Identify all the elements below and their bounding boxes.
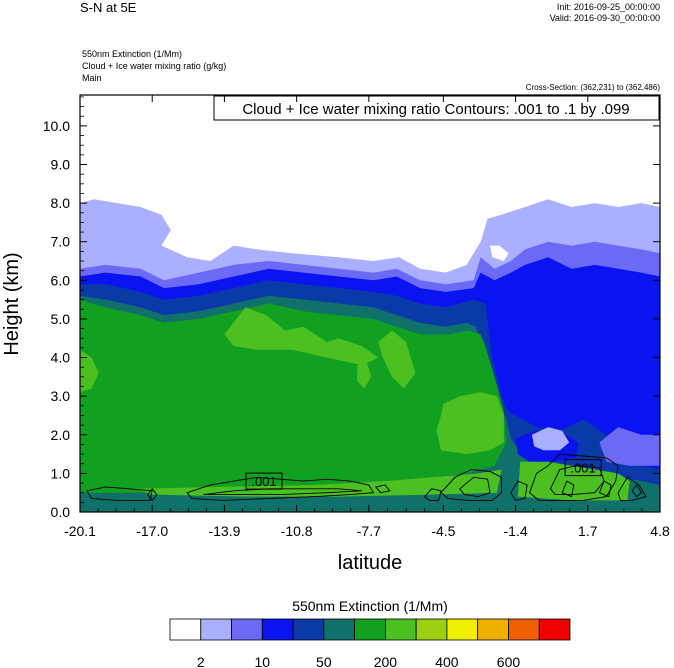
y-tick-label-1: 1.0 [51,465,71,481]
field-label-mixing-ratio: Cloud + Ice water mixing ratio (g/kg) [82,61,227,71]
colorbar-swatch-7 [384,618,417,641]
mixing-ratio-contour-6 [440,469,503,501]
field-label-extinction: 550nm Extinction (1/Mm) [82,49,183,59]
colorbar-title: 550nm Extinction (1/Mm) [292,598,448,614]
colorbar-swatch-11 [508,618,540,641]
extinction-region-13 [599,427,660,466]
contour-label-0: .001 [245,472,283,490]
mixing-ratio-contour-11 [561,480,575,498]
x-axis-label: latitude [338,552,403,574]
y-tick-label-5: 5.0 [51,311,71,327]
mixing-ratio-contour-4 [374,484,391,494]
y-tick-label-3: 3.0 [51,388,71,404]
colorbar-label-5: 600 [497,654,521,668]
y-tick-label-7: 7.0 [51,234,71,250]
x-tick-label-5: -4.5 [431,523,455,539]
mixing-ratio-contour-8 [510,480,528,501]
colorbar-swatch-2 [231,618,263,641]
contour-title-box: Cloud + Ice water mixing ratio Contours:… [213,95,660,121]
cross-section-label: Cross-Section: (362,231) to (362,486) [525,83,660,92]
mixing-ratio-contour-2 [186,476,375,501]
colorbar-swatch-9 [446,618,479,641]
extinction-region-6 [80,349,99,393]
y-tick-label-10: 10.0 [43,118,70,134]
contour-label-1: .001 [564,459,602,477]
x-tick-label-6: -1.4 [504,523,528,539]
svg-text:.001: .001 [251,474,276,489]
x-tick-label-8: 4.8 [650,523,670,539]
colorbar-label-4: 400 [435,654,459,668]
y-tick-label-2: 2.0 [51,427,71,443]
extinction-region-14 [490,245,509,261]
colorbar-label-1: 10 [255,654,271,668]
colorbar-swatch-3 [261,618,294,641]
plot-title: S-N at 5E [80,0,137,15]
colorbar-swatch-0 [169,618,202,641]
mixing-ratio-contour-3 [203,488,362,496]
init-time: Init: 2016-09-25_00:00:00 [556,2,660,12]
contour-title: Cloud + Ice water mixing ratio Contours:… [242,101,629,118]
mixing-ratio-contour-1 [147,488,158,502]
y-tick-label-0: 0.0 [51,504,71,520]
extinction-region-8 [378,330,416,389]
colorbar-swatch-6 [354,618,386,641]
valid-time: Valid: 2016-09-30_00:00:00 [549,13,660,23]
x-tick-label-3: -10.8 [281,523,313,539]
x-tick-label-0: -20.1 [64,523,96,539]
mixing-ratio-contour-12 [598,480,612,498]
mixing-ratio-contour-13 [617,476,647,501]
y-tick-label-9: 9.0 [51,157,71,173]
colorbar-swatch-4 [292,618,325,641]
colorbar-label-2: 50 [316,654,332,668]
y-tick-label-6: 6.0 [51,272,71,288]
x-tick-label-2: -13.9 [208,523,240,539]
extinction-region-10 [436,392,504,455]
colorbar-swatch-1 [200,618,232,641]
extinction-region-15 [135,469,502,497]
x-tick-label-4: -7.7 [357,523,381,539]
colorbar-swatch-12 [538,618,571,641]
x-tick-label-7: 1.7 [578,523,598,539]
field-label-main: Main [82,73,102,83]
extinction-region-7 [224,307,379,366]
plot-frame [79,94,661,513]
mixing-ratio-contour-5 [424,488,442,501]
extinction-region-12 [531,427,570,451]
mixing-ratio-contour-9 [529,453,619,501]
mixing-ratio-contour-0 [86,486,153,501]
colorbar-swatch-8 [415,618,448,641]
y-axis-label: Height (km) [1,252,23,355]
x-tick-label-1: -17.0 [136,523,168,539]
svg-text:.001: .001 [570,461,595,476]
extinction-region-9 [357,361,372,389]
colorbar-label-3: 200 [374,654,398,668]
extinction-region-16 [517,461,630,501]
y-tick-label-4: 4.0 [51,350,71,366]
y-tick-label-8: 8.0 [51,195,71,211]
colorbar-label-0: 2 [197,654,205,668]
mixing-ratio-contour-7 [459,476,491,498]
mixing-ratio-contour-14 [631,484,642,498]
colorbar-swatch-10 [477,618,509,641]
colorbar-swatch-5 [323,618,356,641]
